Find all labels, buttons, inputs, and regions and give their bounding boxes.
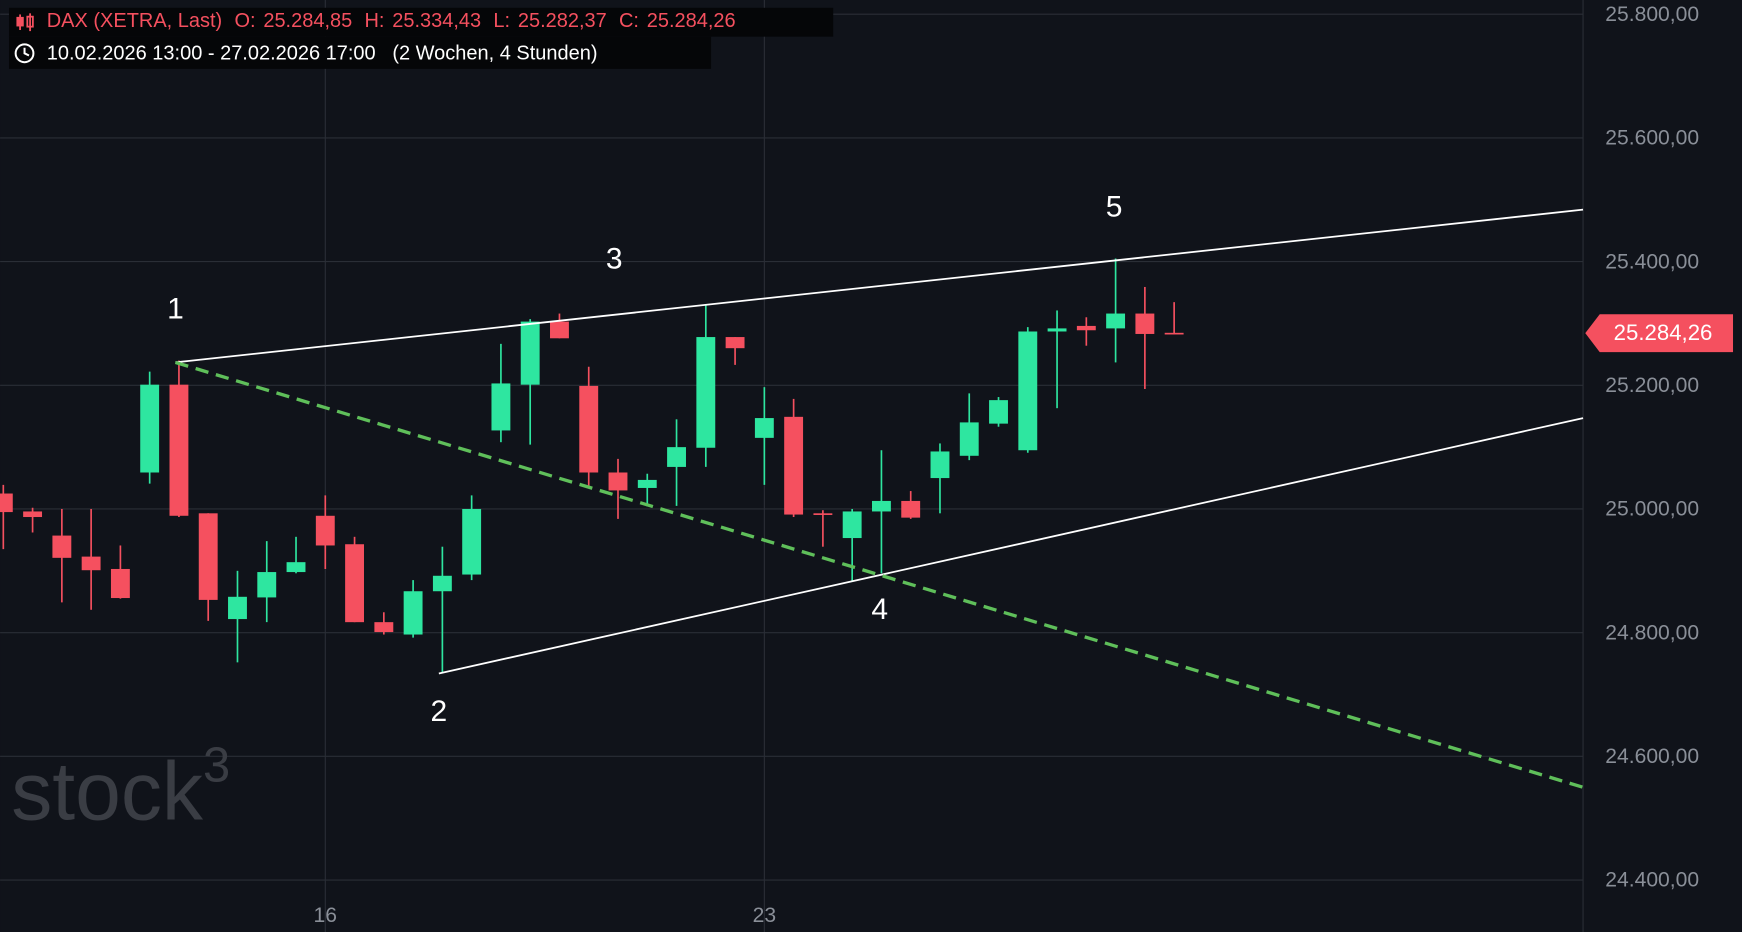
candle-body: [1135, 313, 1155, 334]
candle-body: [842, 511, 862, 539]
candle-body: [608, 472, 628, 491]
candle-body: [198, 513, 218, 600]
candle-body: [784, 416, 804, 515]
y-tick-label: 25.800,00: [1605, 3, 1699, 26]
ohlc-value: 25.282,37: [518, 10, 607, 32]
candle-body: [315, 515, 335, 546]
y-tick-label: 24.600,00: [1605, 745, 1699, 768]
candle-body: [1047, 328, 1067, 332]
candle-body: [813, 513, 833, 515]
watermark-sup: 3: [203, 739, 230, 793]
candle-body: [1076, 325, 1096, 331]
candle-body: [989, 400, 1008, 424]
y-tick-label: 25.200,00: [1605, 374, 1699, 397]
overlay: 1 2 3 4 5: [167, 190, 1584, 789]
candle-body: [667, 447, 686, 467]
candle-body: [901, 500, 921, 518]
clock-icon: [14, 43, 35, 64]
ohlc-value: 25.284,85: [263, 10, 352, 32]
trend-line: [175, 208, 1584, 364]
candle-body: [1106, 313, 1126, 329]
y-tick-label: 25.400,00: [1605, 250, 1699, 273]
candle-icon: [16, 13, 34, 32]
candle-body: [725, 337, 745, 349]
candle-body: [140, 384, 160, 473]
price-badge-label: 25.284,26: [1614, 320, 1713, 345]
watermark-text: stock: [11, 746, 204, 837]
candle-body: [462, 508, 482, 575]
candle-body: [520, 321, 540, 385]
ohlc-key: L:: [493, 10, 510, 32]
y-tick-label: 24.800,00: [1605, 621, 1699, 644]
ohlc-value: 25.334,43: [392, 10, 481, 32]
ohlc-key: O:: [234, 10, 255, 32]
header-ohlc: DAX (XETRA, Last) O: 25.284,85 H: 25.334…: [47, 10, 736, 32]
candle-body: [959, 422, 979, 456]
candle-body: [1164, 332, 1184, 335]
candle-body: [110, 568, 130, 599]
price-badge: [1585, 314, 1734, 353]
grid: [0, 0, 1584, 932]
candle-body: [52, 535, 72, 558]
candle-body: [403, 591, 423, 635]
header-range: 10.02.2026 13:00 - 27.02.2026 17:00 (2 W…: [47, 43, 598, 65]
ohlc-value: 25.284,26: [647, 10, 736, 32]
candle-body: [345, 544, 365, 623]
candle-body: [286, 562, 306, 573]
header-box: [8, 7, 834, 37]
ohlc-key: H:: [364, 10, 384, 32]
duration: (2 Wochen, 4 Stunden): [392, 43, 597, 65]
candle-body: [81, 556, 101, 571]
candle-body: [228, 596, 247, 620]
wave-label: 2: [431, 695, 448, 728]
candle-body: [930, 451, 950, 479]
candle-body: [491, 383, 511, 431]
ohlc-key: C:: [619, 10, 639, 32]
trend-line: [438, 417, 1584, 675]
candle-body: [257, 572, 277, 598]
candle-body: [374, 622, 394, 633]
candle-body: [579, 385, 599, 473]
date-range: 10.02.2026 13:00 - 27.02.2026 17:00: [47, 43, 376, 65]
marks: [0, 258, 1184, 673]
instrument: DAX (XETRA, Last): [47, 10, 222, 32]
wave-label: 4: [871, 593, 888, 626]
candle-body: [432, 575, 452, 592]
candle-body: [696, 337, 716, 448]
header-box: [8, 36, 712, 69]
candle-body: [637, 479, 657, 488]
x-tick-label: 16: [314, 904, 337, 927]
y-tick-label: 25.600,00: [1605, 127, 1699, 150]
wave-label: 1: [167, 292, 184, 325]
candle-body: [550, 321, 569, 339]
watermark: stock3: [11, 739, 230, 838]
candle-body: [169, 384, 189, 516]
candle-body: [871, 500, 891, 512]
x-tick-label: 23: [753, 904, 776, 927]
candle-body: [754, 418, 774, 438]
trend-line: [174, 360, 1584, 789]
candle-body: [0, 493, 13, 513]
y-tick-label: 24.400,00: [1605, 869, 1699, 892]
wave-label: 3: [606, 242, 623, 275]
candle-body: [1018, 331, 1038, 451]
wave-label: 5: [1106, 190, 1123, 223]
candle-body: [23, 511, 43, 518]
y-tick-label: 25.000,00: [1605, 498, 1699, 521]
